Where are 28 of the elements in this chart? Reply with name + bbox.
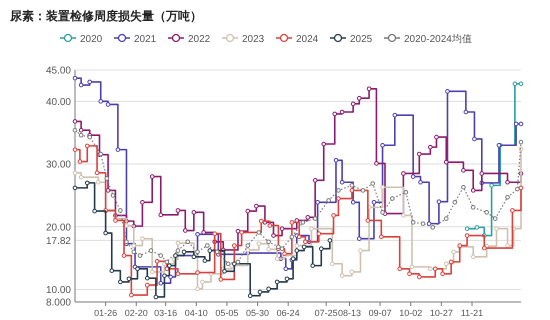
legend-label: 2023 [242,34,265,45]
y-tick-label: 20.00 [46,222,72,234]
x-tick-label: 01-26 [94,308,118,318]
x-tick-label: 10-27 [430,308,453,318]
x-tick-label: 03-16 [154,308,178,318]
legend-label: 2021 [134,34,157,45]
legend-label: 2020-2024均值 [404,33,472,45]
x-tick-label: 04-10 [184,308,208,318]
y-tick-label: 8.000 [46,298,72,308]
legend-label: 2024 [296,34,319,45]
x-tick-label: 10-02 [399,308,422,318]
y-tick-label: 10.00 [46,284,72,296]
x-tick-label: 05-05 [215,308,238,318]
x-tick-label: 02-20 [124,308,148,318]
x-tick-label: 09-07 [368,308,392,318]
y-tick-label: 17.82 [46,236,72,247]
legend-label: 2020 [80,34,103,45]
chart-title: 尿素：装置检修周度损失量（万吨） [9,9,202,23]
y-tick-label: 30.00 [46,160,72,171]
legend-label: 2022 [188,34,211,45]
x-tick-label: 08-13 [338,308,361,318]
y-tick-label: 40.00 [46,96,72,108]
x-tick-label: 07-25 [314,308,338,318]
x-tick-label: 11-21 [460,308,484,318]
x-tick-label: 05-30 [246,308,270,318]
x-tick-label: 06-24 [276,308,300,318]
y-tick-label: 45.00 [46,66,72,76]
legend-label: 2025 [350,34,373,45]
